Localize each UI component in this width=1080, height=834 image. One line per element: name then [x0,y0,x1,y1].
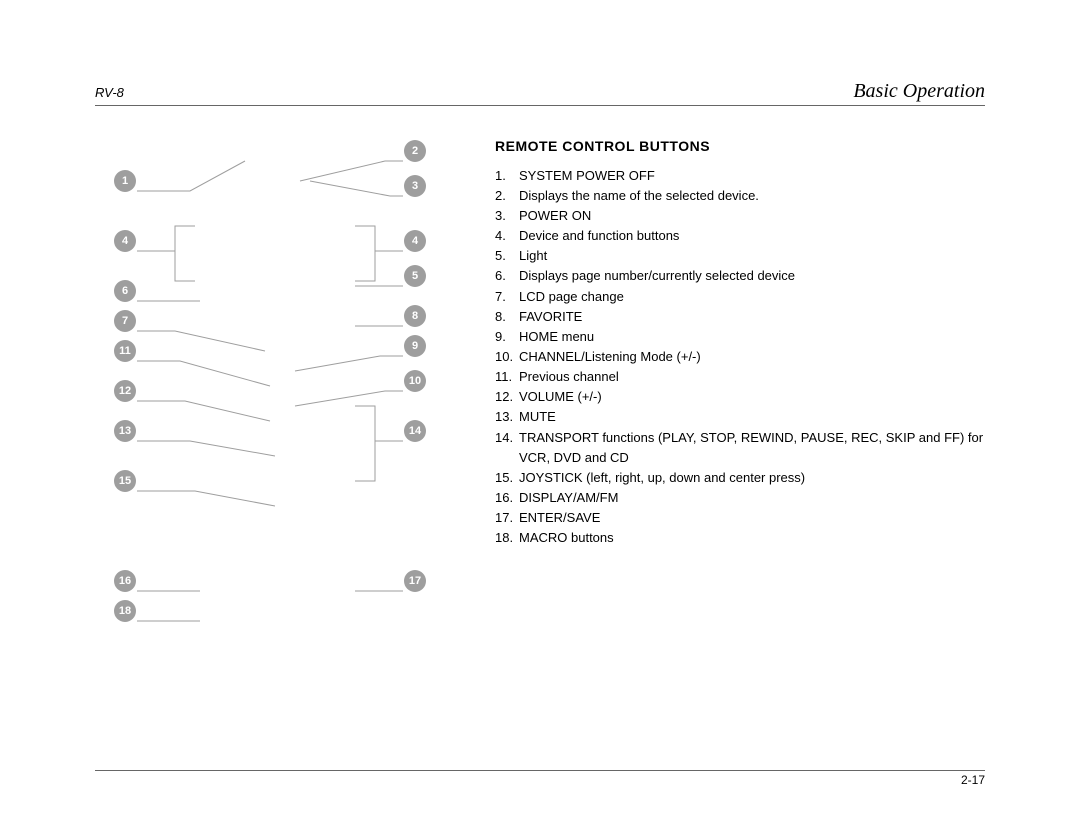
legend-item-number: 5. [495,246,519,266]
legend-item: 8.FAVORITE [495,307,985,327]
callout-badge-13: 13 [114,420,136,442]
legend-item-text: TRANSPORT functions (PLAY, STOP, REWIND,… [519,428,985,468]
legend-item: 4.Device and function buttons [495,226,985,246]
callout-badge-7: 7 [114,310,136,332]
callout-badge-4: 4 [404,230,426,252]
legend-item-number: 17. [495,508,519,528]
legend-item-text: POWER ON [519,206,985,226]
legend-item: 6.Displays page number/currently selecte… [495,266,985,286]
callout-badge-16: 16 [114,570,136,592]
legend-item-text: JOYSTICK (left, right, up, down and cent… [519,468,985,488]
legend-item: 7.LCD page change [495,287,985,307]
legend-item-text: MACRO buttons [519,528,985,548]
callout-badge-2: 2 [404,140,426,162]
legend-item: 13.MUTE [495,407,985,427]
legend-item-text: FAVORITE [519,307,985,327]
callout-badge-4: 4 [114,230,136,252]
legend-item: 17.ENTER/SAVE [495,508,985,528]
legend-item: 9.HOME menu [495,327,985,347]
legend-item-number: 10. [495,347,519,367]
callout-badge-6: 6 [114,280,136,302]
callout-badge-12: 12 [114,380,136,402]
legend-item-text: VOLUME (+/-) [519,387,985,407]
legend-item-number: 12. [495,387,519,407]
legend-item-text: Displays page number/currently selected … [519,266,985,286]
callout-badge-14: 14 [404,420,426,442]
legend-item-text: HOME menu [519,327,985,347]
legend-item-text: Previous channel [519,367,985,387]
legend-item-number: 9. [495,327,519,347]
model-label: RV-8 [95,85,124,100]
legend-item-number: 7. [495,287,519,307]
legend-item-number: 11. [495,367,519,387]
content-row: 1467111213151618234589101417 REMOTE CONT… [95,136,985,696]
callout-diagram: 1467111213151618234589101417 [95,136,455,696]
legend-item: 3.POWER ON [495,206,985,226]
legend-item-text: LCD page change [519,287,985,307]
page-footer: 2-17 [95,770,985,787]
page-number: 2-17 [961,773,985,787]
legend-item: 2.Displays the name of the selected devi… [495,186,985,206]
leader-lines [95,136,455,696]
legend-item-text: Device and function buttons [519,226,985,246]
legend-item: 16.DISPLAY/AM/FM [495,488,985,508]
callout-badge-10: 10 [404,370,426,392]
legend-item-text: DISPLAY/AM/FM [519,488,985,508]
legend-list: 1.SYSTEM POWER OFF2.Displays the name of… [495,166,985,549]
callout-badge-11: 11 [114,340,136,362]
legend-item-text: SYSTEM POWER OFF [519,166,985,186]
legend-item: 11.Previous channel [495,367,985,387]
callout-badge-3: 3 [404,175,426,197]
callout-badge-9: 9 [404,335,426,357]
callout-badge-1: 1 [114,170,136,192]
callout-badge-18: 18 [114,600,136,622]
manual-page: RV-8 Basic Operation 1467111213151618234… [95,80,985,696]
legend-item-number: 1. [495,166,519,186]
legend-item-number: 13. [495,407,519,427]
legend-item: 10.CHANNEL/Listening Mode (+/-) [495,347,985,367]
callout-badge-5: 5 [404,265,426,287]
legend-item-number: 18. [495,528,519,548]
legend-item: 12.VOLUME (+/-) [495,387,985,407]
callout-badge-15: 15 [114,470,136,492]
page-header: RV-8 Basic Operation [95,80,985,106]
legend-item-number: 6. [495,266,519,286]
legend-item-text: Displays the name of the selected device… [519,186,985,206]
legend-item: 1.SYSTEM POWER OFF [495,166,985,186]
legend-item-number: 8. [495,307,519,327]
legend-item-number: 4. [495,226,519,246]
legend-item-text: Light [519,246,985,266]
legend-item-number: 2. [495,186,519,206]
legend-item: 15.JOYSTICK (left, right, up, down and c… [495,468,985,488]
legend-item-text: MUTE [519,407,985,427]
legend-item: 14.TRANSPORT functions (PLAY, STOP, REWI… [495,428,985,468]
legend-item: 5.Light [495,246,985,266]
legend-item-text: ENTER/SAVE [519,508,985,528]
legend-item-number: 3. [495,206,519,226]
callout-badge-17: 17 [404,570,426,592]
chapter-title: Basic Operation [853,80,985,103]
section-title: REMOTE CONTROL BUTTONS [495,136,985,158]
legend-item-number: 16. [495,488,519,508]
legend-column: REMOTE CONTROL BUTTONS 1.SYSTEM POWER OF… [495,136,985,696]
legend-item-number: 15. [495,468,519,488]
callout-badge-8: 8 [404,305,426,327]
legend-item-text: CHANNEL/Listening Mode (+/-) [519,347,985,367]
legend-item-number: 14. [495,428,519,448]
legend-item: 18.MACRO buttons [495,528,985,548]
